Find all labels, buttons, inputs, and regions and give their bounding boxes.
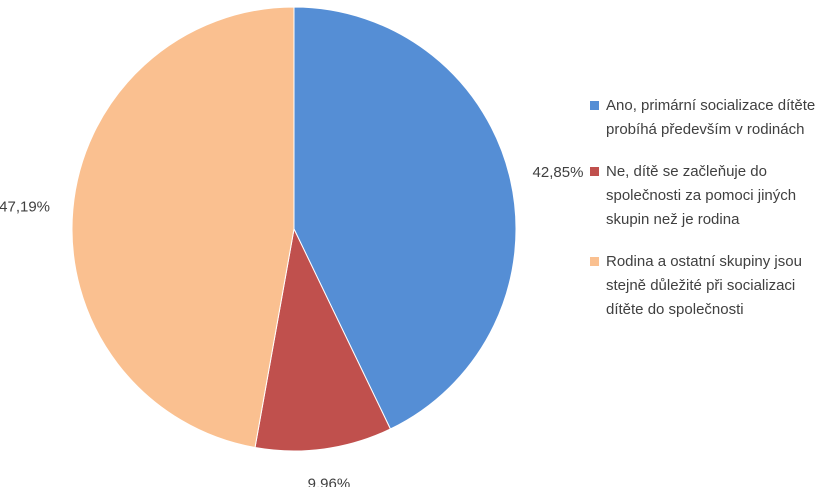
pie-slice-ne	[254, 227, 392, 452]
data-label-ne: 9,96%	[308, 476, 351, 487]
data-label-rodina: 47,19%	[0, 198, 50, 215]
legend-swatch	[590, 167, 599, 176]
pie-slice-rodina	[71, 6, 295, 449]
legend-swatch	[590, 101, 599, 110]
legend-item-ne: Ne, dítě se začleňuje do společnosti za …	[588, 160, 833, 232]
legend-item-label: Ne, dítě se začleňuje do společnosti za …	[606, 163, 797, 228]
legend-item-ano: Ano, primární socializace dítěte probíhá…	[588, 94, 833, 142]
pie-slice-ano	[293, 6, 517, 430]
pie-data-labels: 42,85% 9,96% 47,19%	[0, 164, 584, 492]
legend-swatch	[590, 257, 599, 266]
data-label-ano: 42,85%	[533, 164, 584, 181]
legend-item-rodina: Rodina a ostatní skupiny jsou stejně důl…	[588, 250, 833, 322]
pie-slices	[71, 6, 517, 452]
legend-item-label: Ano, primární socializace dítěte probíhá…	[606, 97, 816, 138]
legend-item-label: Rodina a ostatní skupiny jsou stejně důl…	[606, 253, 802, 318]
legend: Ano, primární socializace dítěte probíhá…	[588, 94, 833, 340]
